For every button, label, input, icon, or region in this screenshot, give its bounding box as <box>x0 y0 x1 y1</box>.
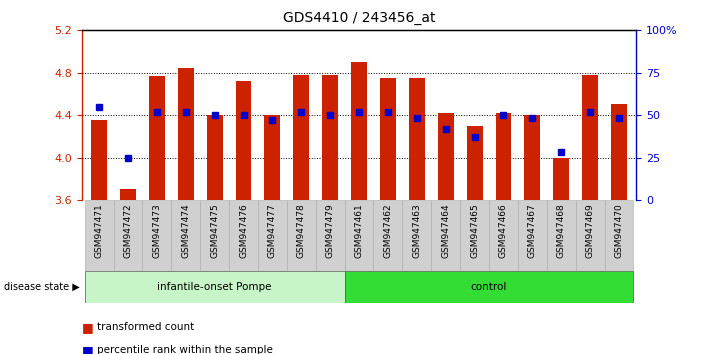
Text: GSM947473: GSM947473 <box>152 204 161 258</box>
Bar <box>489 200 518 271</box>
Bar <box>351 62 367 200</box>
Bar <box>373 200 402 271</box>
Text: GSM947472: GSM947472 <box>124 204 132 258</box>
Bar <box>264 115 280 200</box>
Bar <box>258 200 287 271</box>
Bar <box>201 200 229 271</box>
Text: infantile-onset Pompe: infantile-onset Pompe <box>157 282 272 292</box>
Text: GSM947479: GSM947479 <box>326 204 335 258</box>
Text: GSM947478: GSM947478 <box>296 204 306 258</box>
Text: disease state ▶: disease state ▶ <box>4 282 80 292</box>
Bar <box>460 200 489 271</box>
Bar <box>294 75 309 200</box>
Bar <box>85 200 114 271</box>
Bar <box>611 104 627 200</box>
Text: GSM947476: GSM947476 <box>239 204 248 258</box>
Bar <box>322 75 338 200</box>
Bar <box>114 200 142 271</box>
Text: GSM947468: GSM947468 <box>557 204 566 258</box>
Text: GSM947466: GSM947466 <box>499 204 508 258</box>
Text: GSM947477: GSM947477 <box>268 204 277 258</box>
Bar <box>171 200 201 271</box>
Bar <box>547 200 576 271</box>
Bar <box>553 158 570 200</box>
Bar <box>142 200 171 271</box>
Bar <box>582 75 598 200</box>
Bar <box>525 115 540 200</box>
Bar <box>287 200 316 271</box>
Text: GSM947470: GSM947470 <box>614 204 624 258</box>
Bar <box>91 120 107 200</box>
Text: percentile rank within the sample: percentile rank within the sample <box>97 346 273 354</box>
Bar <box>380 78 396 200</box>
Bar <box>466 126 483 200</box>
Bar <box>576 200 604 271</box>
Text: ■: ■ <box>82 344 94 354</box>
Bar <box>604 200 634 271</box>
Text: GSM947462: GSM947462 <box>383 204 392 258</box>
Bar <box>229 200 258 271</box>
Bar <box>496 113 511 200</box>
Text: GSM947467: GSM947467 <box>528 204 537 258</box>
Bar <box>149 76 165 200</box>
Bar <box>345 271 634 303</box>
Bar <box>518 200 547 271</box>
Bar <box>438 113 454 200</box>
Bar <box>235 81 252 200</box>
Bar <box>402 200 432 271</box>
Bar <box>432 200 460 271</box>
Text: control: control <box>471 282 507 292</box>
Text: GSM947461: GSM947461 <box>355 204 363 258</box>
Text: GSM947469: GSM947469 <box>586 204 594 258</box>
Text: GDS4410 / 243456_at: GDS4410 / 243456_at <box>283 11 435 25</box>
Bar <box>207 115 223 200</box>
Text: GSM947474: GSM947474 <box>181 204 191 258</box>
Bar <box>85 271 345 303</box>
Text: GSM947471: GSM947471 <box>95 204 104 258</box>
Bar <box>345 200 373 271</box>
Text: transformed count: transformed count <box>97 322 195 332</box>
Text: GSM947464: GSM947464 <box>442 204 450 258</box>
Bar <box>120 189 136 200</box>
Bar <box>409 78 424 200</box>
Text: ■: ■ <box>82 321 94 334</box>
Bar <box>178 68 193 200</box>
Text: GSM947475: GSM947475 <box>210 204 219 258</box>
Text: GSM947465: GSM947465 <box>470 204 479 258</box>
Bar <box>316 200 345 271</box>
Text: GSM947463: GSM947463 <box>412 204 422 258</box>
